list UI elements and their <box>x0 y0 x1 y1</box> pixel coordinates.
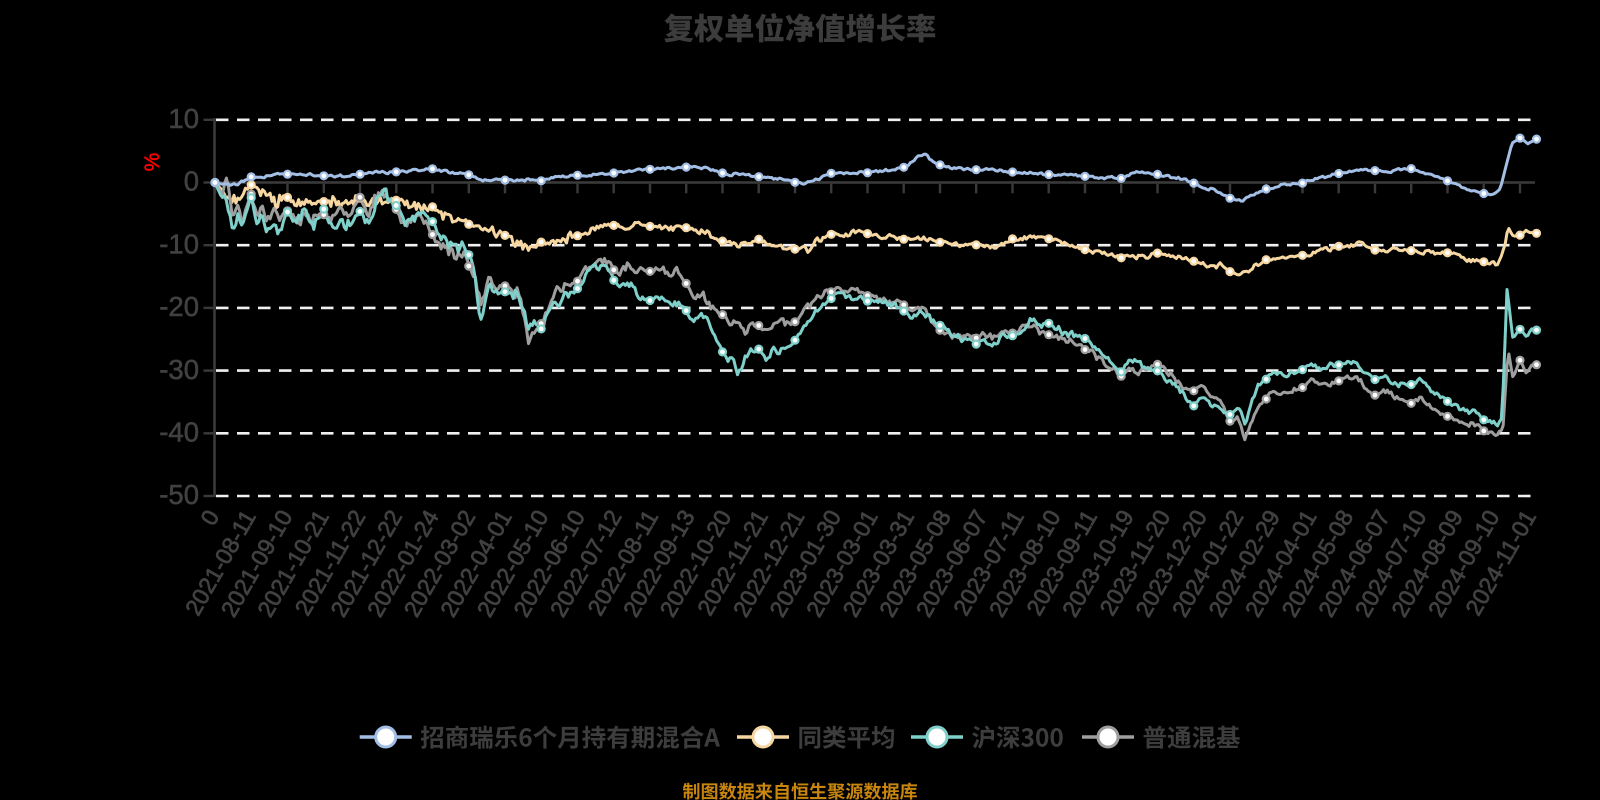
svg-text:0: 0 <box>184 166 199 197</box>
svg-text:-40: -40 <box>159 417 199 448</box>
svg-text:-50: -50 <box>159 479 199 510</box>
svg-text:10: 10 <box>168 103 199 134</box>
svg-text:%: % <box>141 153 164 172</box>
svg-text:-20: -20 <box>159 291 199 322</box>
svg-text:-30: -30 <box>159 354 199 385</box>
svg-text:-10: -10 <box>159 228 199 259</box>
